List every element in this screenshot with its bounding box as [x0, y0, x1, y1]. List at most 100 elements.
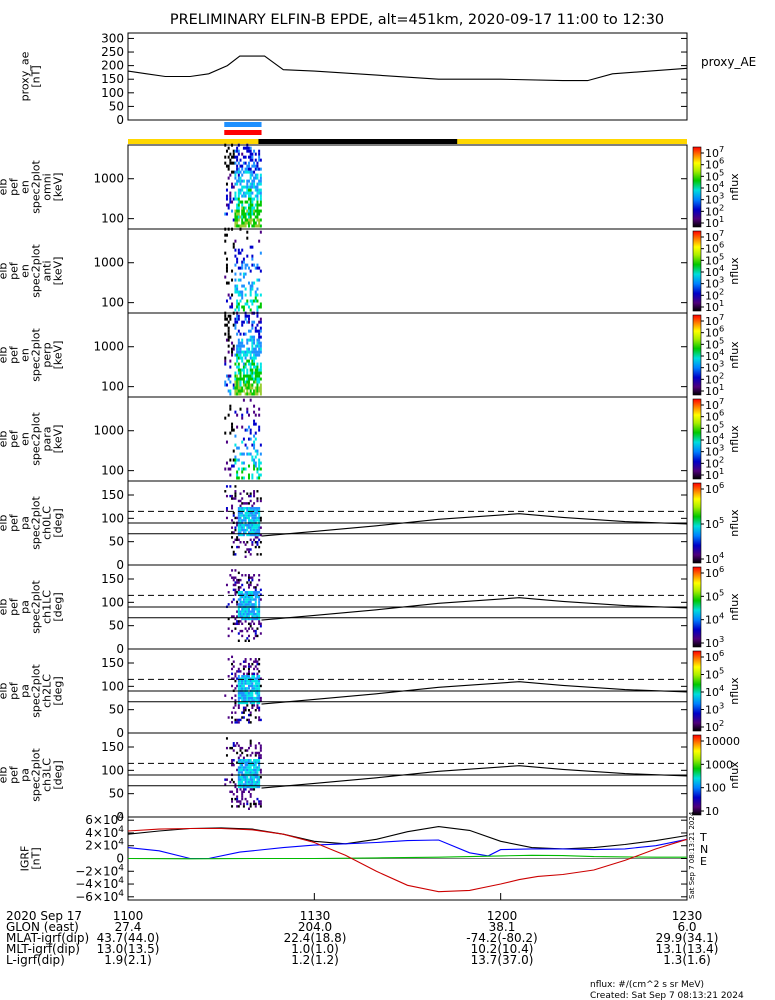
spec-cell — [251, 677, 254, 680]
spec-cell — [232, 576, 235, 579]
spec-cell — [234, 455, 237, 459]
spec-cell — [237, 305, 240, 309]
spec-cell — [242, 541, 245, 544]
spec-cell — [247, 574, 250, 577]
spec-cell — [232, 464, 235, 468]
spec-cell — [253, 494, 256, 498]
spec-cell — [258, 221, 261, 225]
spec-cell — [242, 350, 245, 354]
spec-cell — [246, 452, 249, 456]
spec-cell — [253, 524, 256, 527]
spec-cell — [237, 545, 240, 549]
spec-cell — [256, 167, 259, 171]
spec-cell — [234, 326, 237, 330]
spec-cell — [247, 600, 250, 604]
colorbar-label: nflux — [728, 425, 741, 453]
spec-cell — [259, 699, 262, 702]
spec-cell — [249, 759, 252, 762]
spec-cell — [241, 615, 244, 618]
series-IGRF_T — [127, 826, 688, 850]
spec-cell — [227, 389, 230, 393]
spec-cell — [249, 218, 252, 222]
spec-cell — [254, 768, 257, 772]
spec-cell — [259, 553, 262, 556]
spec-cell — [236, 446, 239, 450]
spec-cell — [246, 314, 249, 318]
spec-cell — [253, 467, 256, 471]
spec-cell — [239, 341, 242, 345]
spec-cell — [259, 173, 262, 177]
spec-cell — [241, 677, 244, 680]
spec-cell — [234, 194, 237, 198]
spec-cell — [229, 494, 232, 498]
spec-cell — [259, 389, 262, 393]
spec-cell — [254, 783, 257, 786]
spec-cell — [249, 221, 252, 225]
spec-cell — [244, 170, 247, 174]
spec-cell — [251, 152, 254, 156]
red-indicator-bar — [224, 130, 262, 135]
spec-cell — [253, 788, 256, 791]
spec-cell — [251, 684, 254, 688]
spec-cell — [239, 371, 242, 375]
spec-cell — [251, 158, 254, 162]
spec-cell — [253, 509, 256, 512]
spec-cell — [249, 362, 252, 366]
spec-cell — [244, 687, 247, 690]
spec-cell — [254, 598, 257, 601]
spec-cell — [239, 679, 242, 683]
spec-cell — [242, 272, 245, 276]
spec-cell — [258, 783, 261, 786]
spec-cell — [236, 458, 239, 462]
spec-cell — [247, 778, 250, 781]
spec-cell — [242, 437, 245, 441]
spec-cell — [244, 785, 247, 789]
spec-cell — [253, 679, 256, 683]
spec-cell — [231, 497, 234, 500]
spec-cell — [239, 158, 242, 162]
spec-cell — [259, 718, 262, 722]
spec-cell — [247, 790, 250, 794]
spec-cell — [241, 617, 244, 621]
spec-cell — [241, 260, 244, 264]
spec-cell — [253, 598, 256, 601]
spec-cell — [237, 593, 240, 596]
spec-cell — [239, 266, 242, 270]
spec-cell — [231, 797, 234, 801]
spec-cell — [249, 658, 252, 661]
spec-cell — [246, 679, 249, 683]
spec-cell — [242, 672, 245, 676]
spec-cell — [224, 317, 227, 321]
spec-cell — [241, 785, 244, 789]
spec-cell — [241, 350, 244, 354]
spec-cell — [237, 266, 240, 270]
spec-cell — [241, 783, 244, 786]
spec-cell — [239, 761, 242, 764]
spec-cell — [254, 326, 257, 330]
spec-cell — [259, 326, 262, 330]
spec-cell — [244, 365, 247, 369]
spec-cell — [236, 380, 239, 384]
spec-cell — [258, 768, 261, 772]
spec-cell — [236, 332, 239, 336]
spec-cell — [253, 701, 256, 705]
spec-cell — [251, 593, 254, 596]
spec-cell — [236, 350, 239, 354]
spec-cell — [249, 713, 252, 717]
spec-cell — [249, 692, 252, 695]
spec-cell — [232, 531, 235, 534]
spec-cell — [249, 677, 252, 680]
spec-cell — [227, 155, 230, 159]
spec-cell — [251, 287, 254, 291]
colorbar-tick-label: 104 — [705, 683, 724, 699]
spec-cell — [237, 218, 240, 222]
spec-cell — [246, 374, 249, 378]
spec-cell — [256, 627, 259, 630]
spec-cell — [229, 152, 232, 156]
spec-cell — [241, 194, 244, 198]
spec-cell — [242, 694, 245, 697]
spec-cell — [258, 458, 261, 462]
spec-cell — [244, 766, 247, 769]
spec-cell — [258, 545, 261, 549]
spec-cell — [246, 524, 249, 527]
